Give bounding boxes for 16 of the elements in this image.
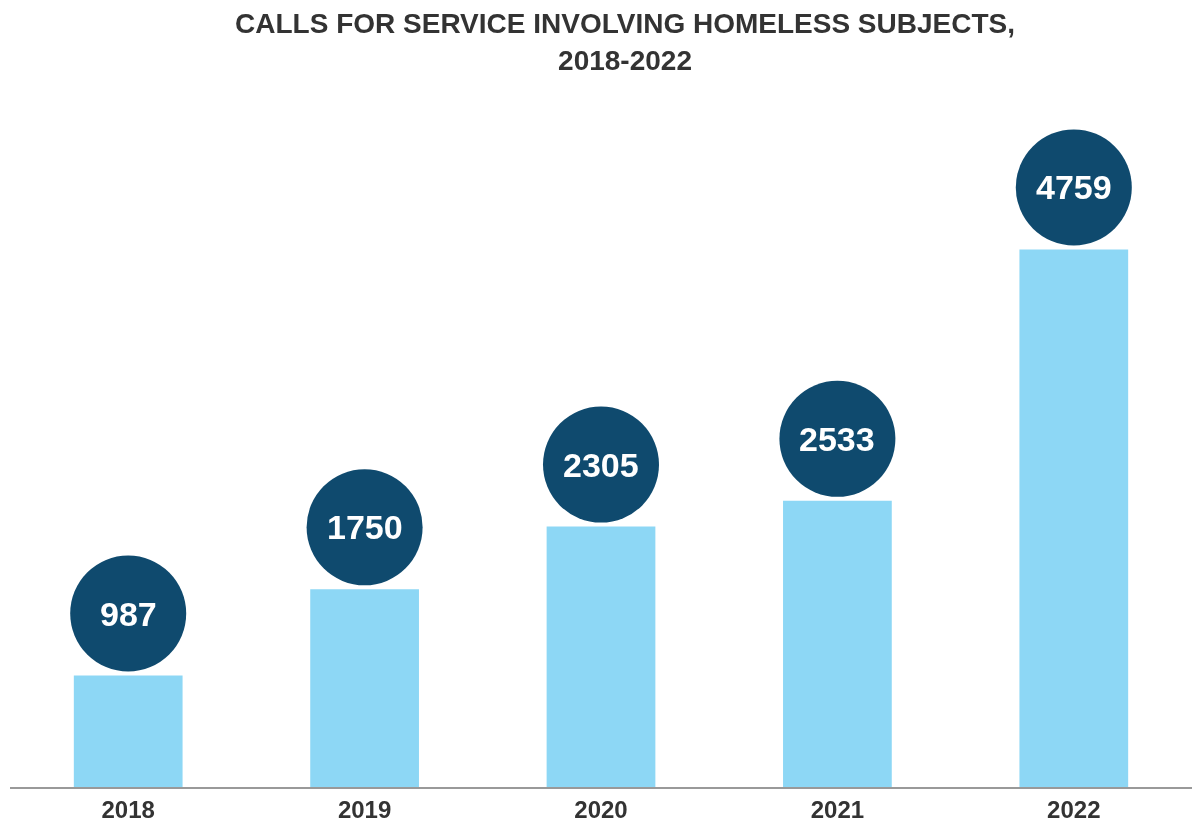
data-label: 1750 bbox=[327, 508, 403, 546]
bar bbox=[1019, 249, 1129, 787]
chart-title: CALLS FOR SERVICE INVOLVING HOMELESS SUBJECTS, 2018-2022 bbox=[235, 8, 1016, 76]
x-tick-label: 2022 bbox=[1047, 795, 1101, 823]
bar bbox=[73, 675, 183, 787]
bar bbox=[310, 589, 419, 787]
bar bbox=[783, 500, 892, 787]
data-label: 2305 bbox=[563, 446, 639, 484]
data-label: 987 bbox=[100, 595, 157, 633]
data-label: 4759 bbox=[1036, 168, 1112, 206]
x-tick-label: 2021 bbox=[810, 795, 865, 823]
x-tick-label: 2019 bbox=[337, 795, 392, 823]
x-tick-label: 2020 bbox=[574, 795, 628, 823]
x-tick-label: 2018 bbox=[101, 795, 155, 823]
data-label: 2533 bbox=[799, 420, 875, 458]
bar bbox=[546, 526, 656, 787]
